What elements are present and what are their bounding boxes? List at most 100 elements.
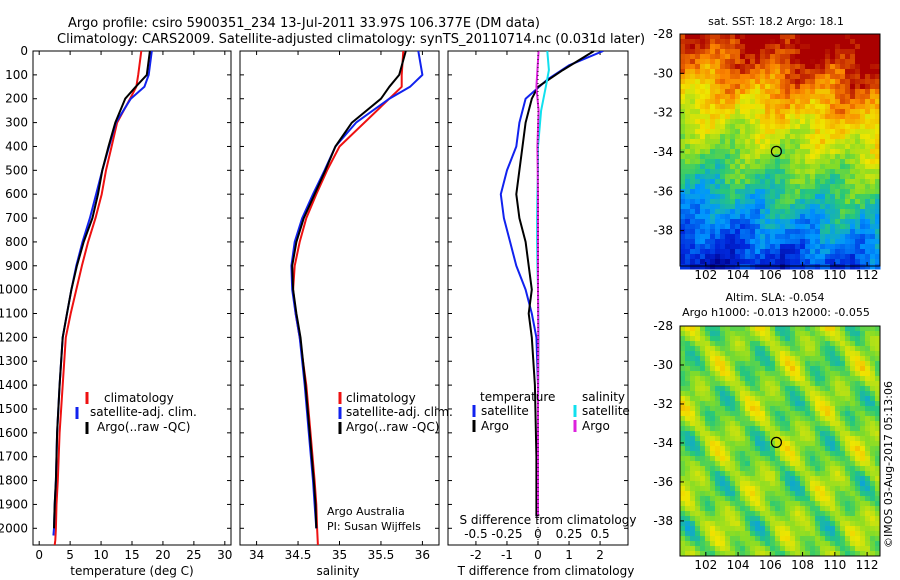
sst-cell [735,49,741,55]
sla-cell [795,356,801,362]
sla-cell [820,361,826,367]
sst-cell [770,264,776,270]
sst-cell [725,64,731,70]
sst-cell [870,179,876,185]
sla-cell [730,436,736,442]
series-line-satellite-adj-clim- [52,51,153,536]
sla-cell [685,406,691,412]
sst-cell [760,179,766,185]
sst-cell [760,119,766,125]
sla-lat-tick-label: -36 [653,475,673,489]
sst-cell [725,189,731,195]
sla-cell [755,401,761,407]
sst-cell [830,214,836,220]
sst-cell [740,124,746,130]
sla-cell [765,521,771,527]
series-line-temperature-argo [515,51,595,517]
sla-cell [740,516,746,522]
sst-cell [690,264,696,270]
sla-cell [820,446,826,452]
sla-cell [750,386,756,392]
sst-cell [805,114,811,120]
depth-tick-label: 1400 [0,378,28,392]
sst-cell [735,119,741,125]
sst-cell [765,199,771,205]
sst-cell [865,39,871,45]
sst-cell [830,119,836,125]
sla-cell [725,326,731,332]
sst-cell [805,79,811,85]
sla-cell [855,331,861,337]
sst-cell [785,44,791,50]
sst-cell [770,199,776,205]
sst-cell [740,259,746,265]
sst-cell [780,149,786,155]
sst-cell [745,129,751,135]
sla-cell [745,441,751,447]
sst-cell [690,254,696,260]
sla-cell [760,346,766,352]
sla-cell [765,481,771,487]
sst-cell [875,239,881,245]
sla-cell [825,531,831,537]
sla-cell [835,416,841,422]
sla-cell [820,476,826,482]
sla-cell [740,371,746,377]
sst-cell [795,129,801,135]
sla-cell [770,446,776,452]
sst-cell [735,169,741,175]
sst-cell [755,109,761,115]
sla-lon-tick-label: 104 [727,558,750,572]
sst-cell [725,134,731,140]
sst-cell [845,239,851,245]
sla-cell [855,491,861,497]
sla-cell [705,326,711,332]
sla-cell [755,501,761,507]
sst-cell [750,169,756,175]
sla-cell [810,481,816,487]
sla-cell [815,396,821,402]
sla-cell [865,551,871,557]
sla-cell [855,531,861,537]
sla-cell [810,471,816,477]
sla-cell [725,456,731,462]
sla-cell [855,431,861,437]
sst-cell [855,39,861,45]
sla-cell [730,466,736,472]
sla-cell [825,446,831,452]
sst-cell [725,104,731,110]
sst-cell [725,239,731,245]
sst-cell [835,59,841,65]
sla-cell [770,456,776,462]
sla-cell [760,451,766,457]
sla-cell [700,456,706,462]
sst-cell [710,34,716,40]
sla-cell [750,381,756,387]
sst-cell [720,244,726,250]
sst-cell [720,249,726,255]
sla-cell [820,516,826,522]
sla-cell [715,481,721,487]
sla-cell [785,436,791,442]
sst-cell [700,219,706,225]
sst-cell [690,244,696,250]
sst-cell [820,244,826,250]
sst-cell [855,44,861,50]
sst-cell [820,99,826,105]
sla-cell [830,551,836,557]
sst-cell [745,169,751,175]
sst-cell [750,119,756,125]
sst-cell [720,209,726,215]
sla-cell [725,521,731,527]
sla-cell [775,481,781,487]
sst-cell [725,84,731,90]
sla-cell [845,376,851,382]
depth-tick-label: 1700 [0,450,28,464]
sla-cell [705,526,711,532]
sst-cell [810,44,816,50]
sst-cell [875,109,881,115]
sla-cell [685,376,691,382]
sla-cell [690,421,696,427]
sla-cell [820,401,826,407]
